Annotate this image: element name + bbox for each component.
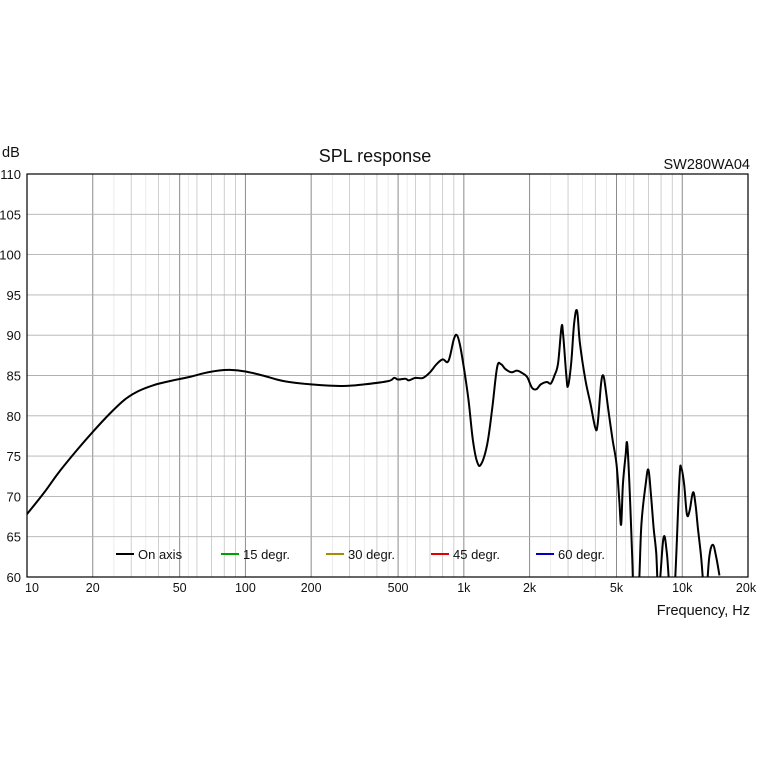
legend-label: 30 degr. — [348, 547, 395, 562]
series-line — [27, 309, 721, 577]
legend: On axis 15 degr. 30 degr. 45 degr. 60 degr. — [116, 547, 605, 562]
legend-label: On axis — [138, 547, 183, 562]
series-layer — [27, 309, 721, 577]
x-tick-label: 100 — [235, 581, 256, 595]
x-tick-label: 500 — [388, 581, 409, 595]
y-tick-label: 70 — [7, 489, 21, 504]
model-label: SW280WA04 — [664, 157, 751, 173]
y-tick-label: 105 — [0, 207, 21, 222]
y-tick-label: 80 — [7, 409, 21, 424]
x-tick-label: 200 — [301, 581, 322, 595]
y-tick-label: 65 — [7, 530, 21, 545]
y-tick-label: 110 — [0, 167, 21, 182]
x-axis-label: Frequency, Hz — [657, 603, 750, 619]
y-tick-label: 95 — [7, 288, 21, 303]
y-tick-label: 60 — [7, 570, 21, 585]
x-tick-label: 1k — [457, 581, 471, 595]
chart-title: SPL response — [319, 146, 431, 166]
y-tick-label: 90 — [7, 328, 21, 343]
x-tick-label: 2k — [523, 581, 537, 595]
y-axis-label: dB — [2, 145, 20, 161]
legend-label: 15 degr. — [243, 547, 290, 562]
x-tick-labels: 10 20 50 100 200 500 1k 2k 5k 10k 20k — [25, 581, 757, 595]
legend-label: 60 degr. — [558, 547, 605, 562]
x-tick-label: 10 — [25, 581, 39, 595]
x-tick-label: 50 — [173, 581, 187, 595]
x-tick-label: 20 — [86, 581, 100, 595]
y-tick-label: 75 — [7, 449, 21, 464]
y-tick-label: 85 — [7, 369, 21, 384]
y-tick-labels: 60 65 70 75 80 85 90 95 100 105 110 — [0, 167, 21, 585]
y-tick-label: 100 — [0, 248, 21, 263]
legend-label: 45 degr. — [453, 547, 500, 562]
x-tick-label: 10k — [672, 581, 693, 595]
x-tick-label: 20k — [736, 581, 757, 595]
plot-frame — [26, 173, 749, 578]
x-tick-label: 5k — [610, 581, 624, 595]
